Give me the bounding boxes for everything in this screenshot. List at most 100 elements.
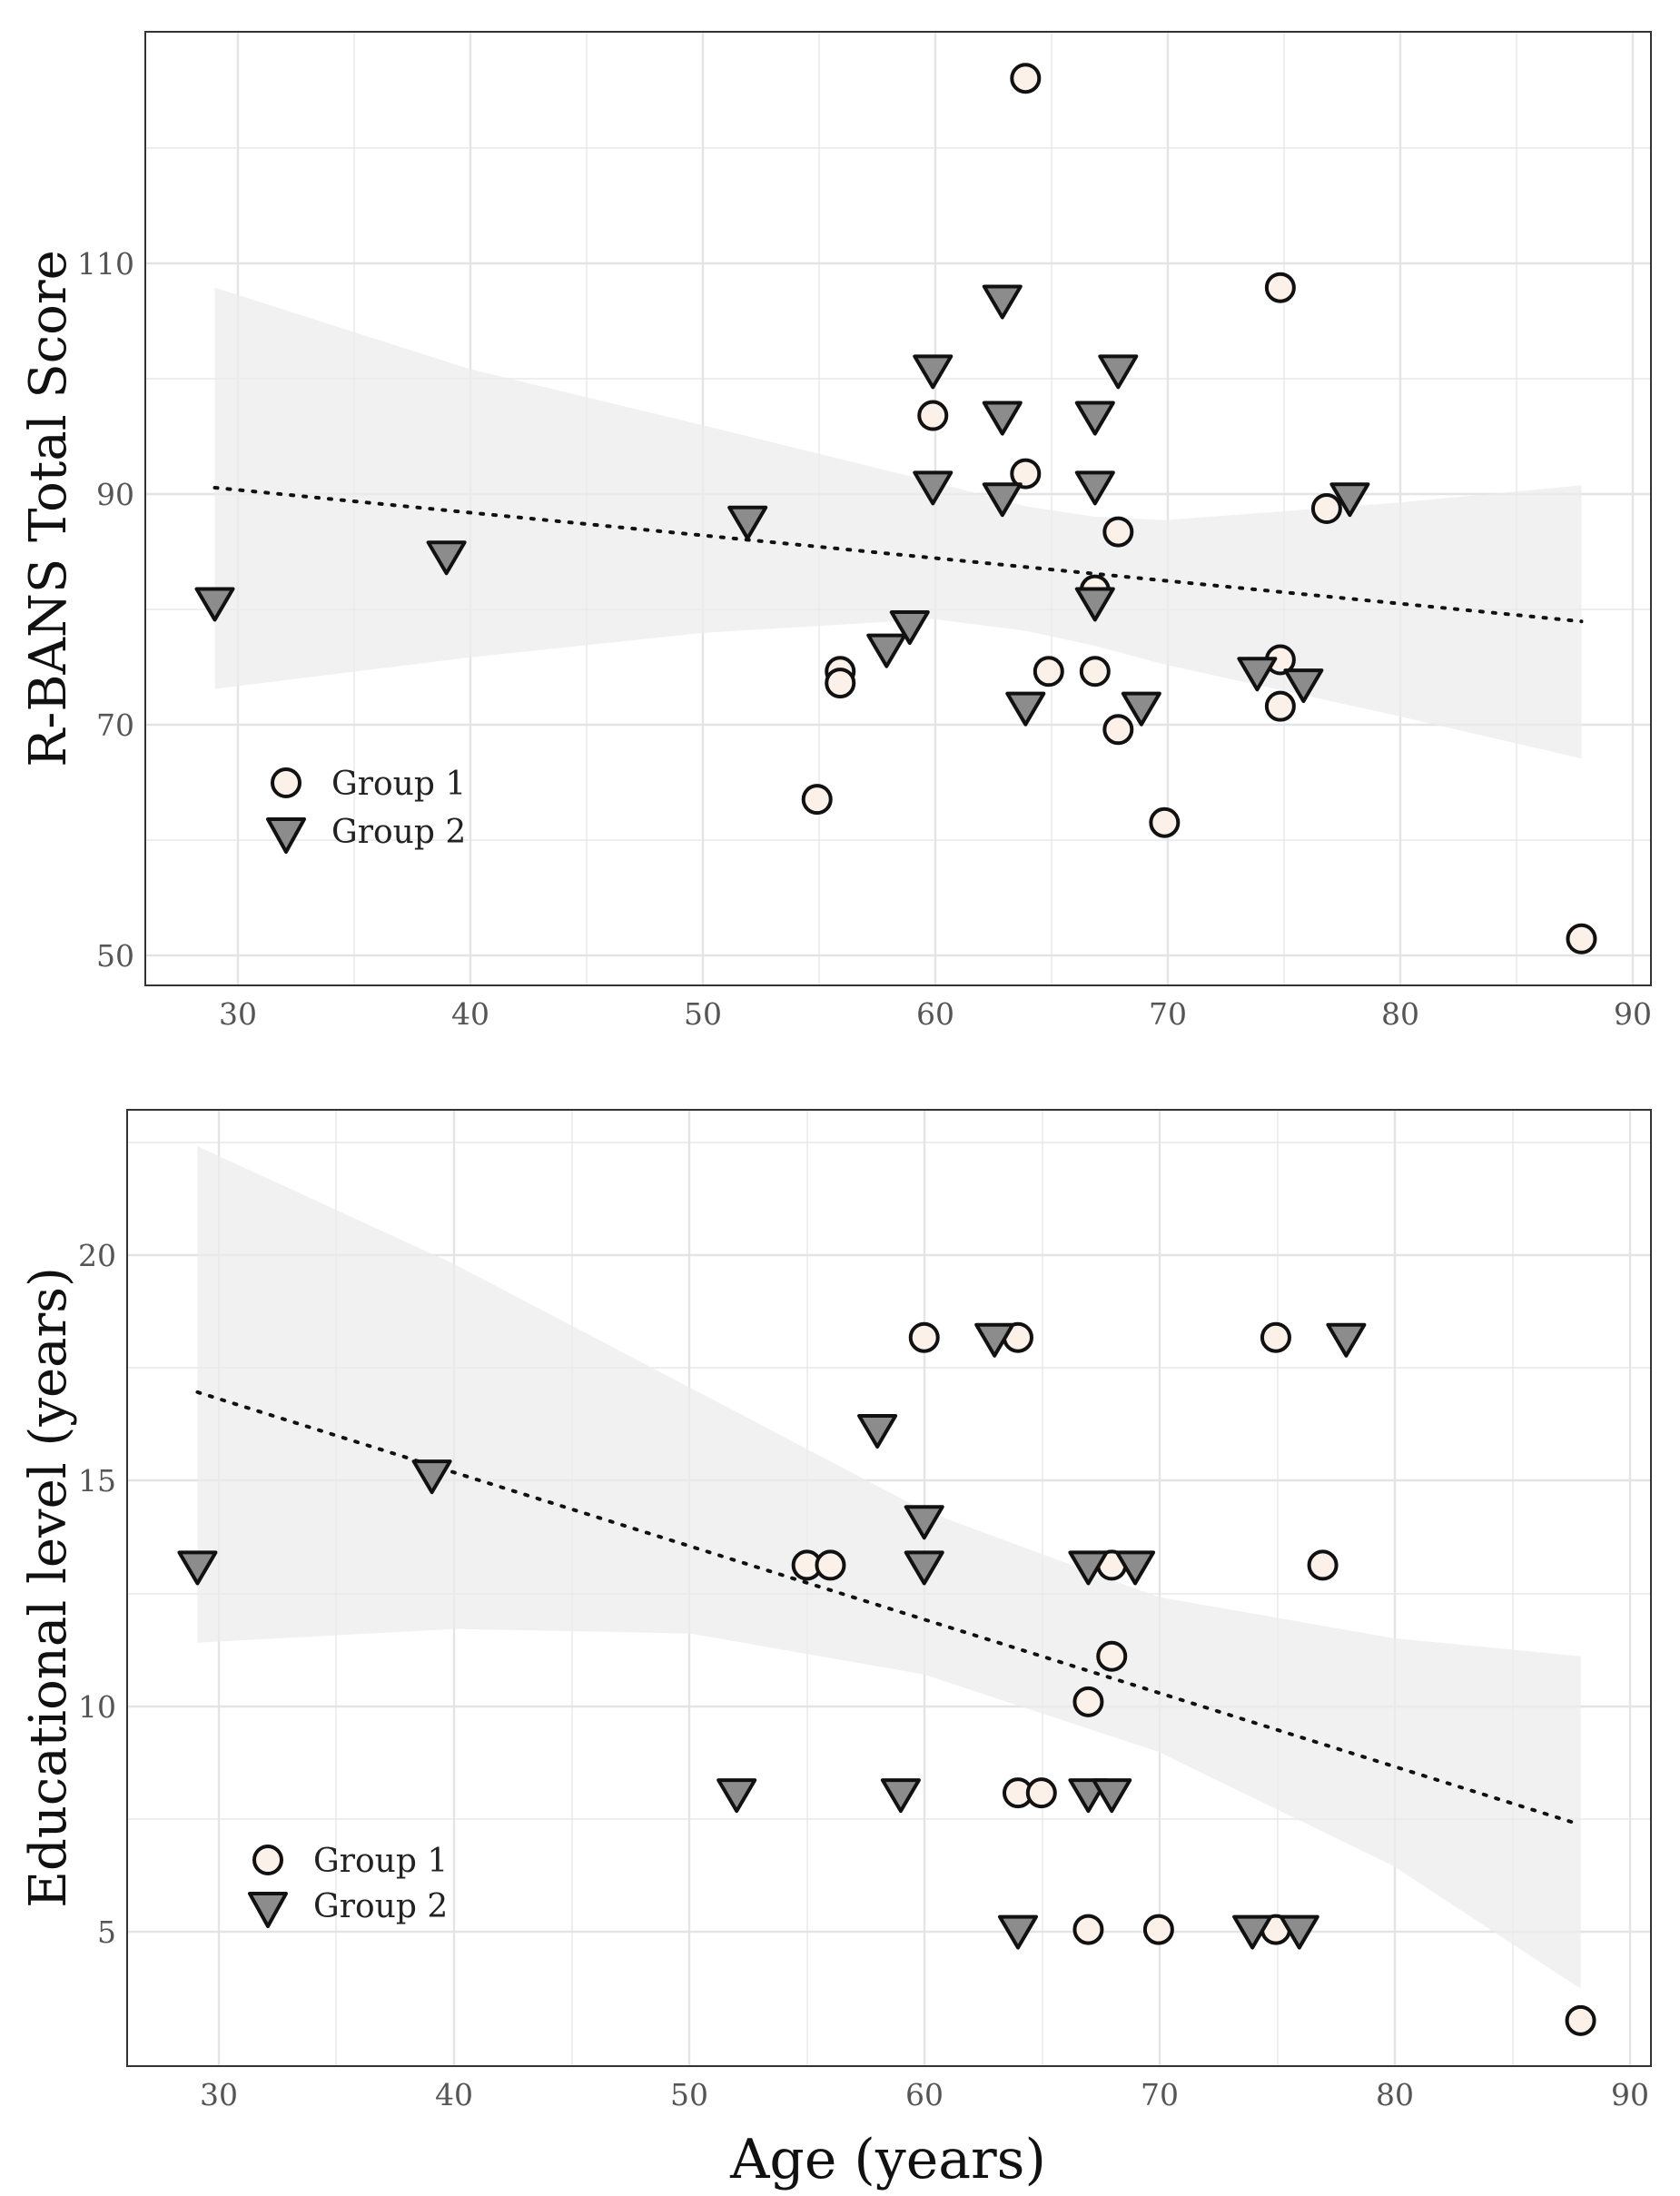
y-tick-label: 70: [96, 707, 134, 743]
x-tick-label: 80: [1381, 996, 1419, 1032]
x-tick-labels-top: 30 40 50 60 70 80 90: [219, 996, 1652, 1032]
legend-marker-group1: [271, 767, 301, 798]
point-g1: [1142, 1914, 1174, 1945]
point-g2: [1092, 1778, 1132, 1814]
x-tick-label: 90: [1614, 996, 1652, 1032]
point-g2: [1283, 668, 1324, 704]
x-tick-label: 50: [670, 2077, 708, 2112]
y-tick-label: 20: [78, 1238, 116, 1273]
point-g1: [1072, 1914, 1104, 1945]
x-tick-label: 80: [1376, 2077, 1414, 2112]
point-g2: [974, 1322, 1015, 1358]
legend-top: Group 1 Group 2: [266, 766, 466, 854]
confidence-band-bottom: [197, 1146, 1581, 1989]
point-g1: [1033, 656, 1064, 687]
legend-label-group2: Group 2: [331, 814, 466, 851]
y-tick-label: 90: [96, 477, 134, 512]
plot-rbans-vs-age: 50 70 90 110 30 40 50 60 70 80 90 R-BANS…: [19, 31, 1652, 1032]
point-g2: [1074, 470, 1115, 506]
point-g2: [904, 1505, 944, 1540]
point-g2: [194, 587, 235, 622]
point-g1: [917, 400, 949, 431]
y-axis-title-bottom: Educational level (years): [19, 1267, 78, 1908]
point-g1: [1079, 656, 1111, 687]
point-g1: [825, 668, 856, 699]
panel-border-bottom: [126, 1109, 1652, 2067]
point-g2: [1074, 401, 1115, 436]
point-g1: [1310, 493, 1342, 524]
point-g2: [997, 1914, 1038, 1950]
point-g1: [801, 784, 833, 816]
x-tick-label: 60: [916, 996, 954, 1032]
point-g2: [1329, 482, 1370, 518]
point-g1: [1264, 690, 1296, 722]
y-tick-label: 50: [96, 938, 134, 974]
point-g2: [880, 1778, 921, 1814]
legend-label-group1: Group 1: [313, 1843, 448, 1880]
point-g2: [982, 482, 1023, 518]
point-g1: [1307, 1549, 1339, 1581]
point-g2: [1326, 1322, 1367, 1358]
legend-bottom: Group 1 Group 2: [248, 1843, 448, 1928]
y-axis-title-top: R-BANS Total Score: [19, 250, 78, 767]
x-tick-label: 40: [435, 2077, 473, 2112]
point-g2: [716, 1778, 757, 1814]
point-g1: [908, 1321, 940, 1353]
point-g2: [1121, 691, 1161, 727]
legend-label-group1: Group 1: [331, 766, 466, 803]
point-g1: [1102, 714, 1134, 746]
confidence-band-top: [214, 287, 1582, 759]
y-tick-labels-top: 50 70 90 110: [77, 246, 134, 974]
point-g2: [1098, 354, 1139, 390]
point-g2: [1232, 1914, 1273, 1950]
point-g1: [1264, 272, 1296, 303]
point-g2: [1279, 1914, 1319, 1950]
x-tick-label: 70: [1149, 996, 1187, 1032]
point-g2: [727, 505, 768, 540]
x-axis-title: Age (years): [729, 2128, 1046, 2191]
point-g1: [815, 1549, 846, 1581]
x-tick-label: 90: [1611, 2077, 1649, 2112]
panel-border-top: [144, 31, 1652, 986]
y-tick-label: 5: [97, 1914, 116, 1950]
point-g1: [1149, 806, 1181, 838]
point-g2: [1005, 691, 1046, 727]
legend-marker-group2: [248, 1892, 288, 1928]
point-g1: [1072, 1686, 1104, 1717]
point-g2: [982, 284, 1023, 320]
x-tick-label: 70: [1141, 2077, 1179, 2112]
legend-label-group2: Group 2: [313, 1888, 448, 1925]
point-g2: [857, 1414, 898, 1449]
point-g2: [913, 354, 954, 390]
trend-line-top: [212, 485, 1584, 624]
point-g1: [1260, 1321, 1291, 1353]
points-bottom: [177, 1321, 1596, 2036]
point-g1: [1565, 2004, 1596, 2036]
point-g2: [866, 633, 907, 668]
point-g2: [177, 1550, 218, 1586]
point-g2: [913, 470, 954, 506]
point-g1: [1025, 1777, 1057, 1809]
y-tick-label: 110: [77, 246, 134, 282]
point-g1: [1102, 516, 1134, 548]
legend-marker-group1: [252, 1845, 283, 1875]
point-g2: [1115, 1550, 1156, 1586]
point-g2: [1068, 1550, 1109, 1586]
x-tick-label: 50: [684, 996, 722, 1032]
point-g2: [889, 610, 930, 646]
point-g1: [1096, 1640, 1128, 1672]
plot-education-vs-age: 5 10 15 20 30 40 50 60 70 80 90 Educatio…: [19, 1109, 1652, 2191]
point-g2: [411, 1459, 452, 1495]
point-g1: [1010, 458, 1042, 490]
points-top: [194, 63, 1597, 955]
y-tick-labels-bottom: 5 10 15 20: [78, 1238, 116, 1950]
y-tick-label: 10: [78, 1689, 116, 1725]
point-g2: [1237, 657, 1278, 692]
y-tick-label: 15: [78, 1463, 116, 1499]
x-tick-label: 30: [219, 996, 257, 1032]
x-tick-label: 30: [200, 2077, 238, 2112]
point-g1: [1566, 923, 1597, 955]
legend-marker-group2: [266, 817, 306, 854]
point-g2: [904, 1550, 944, 1586]
